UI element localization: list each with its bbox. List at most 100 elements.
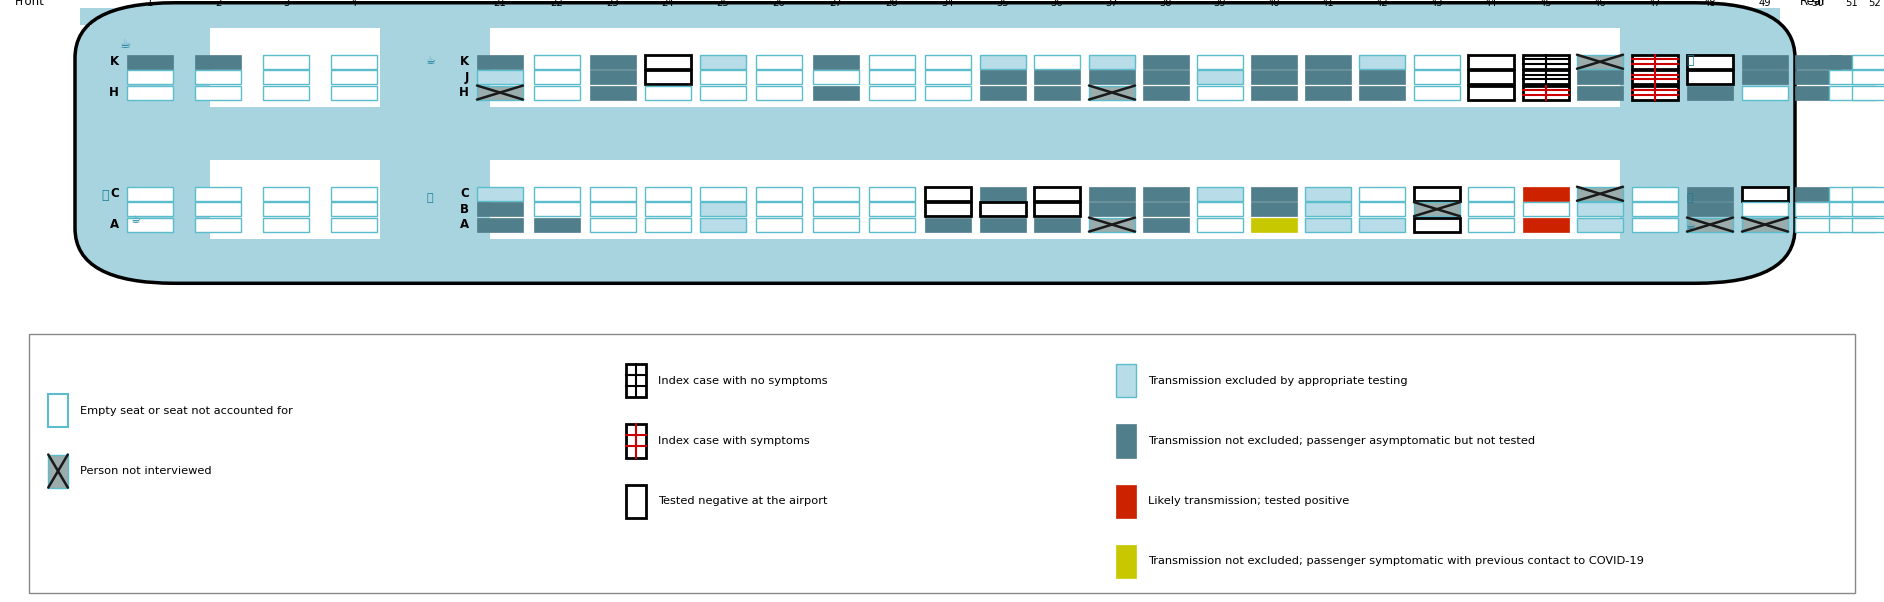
Text: Index case with symptoms: Index case with symptoms [658,436,810,446]
Bar [1358,202,1405,216]
Text: 43: 43 [1430,0,1443,8]
Bar [533,85,580,99]
Bar [264,217,309,232]
Bar [980,217,1027,232]
Bar [814,202,859,216]
Text: 🚻: 🚻 [426,193,433,203]
Bar [1415,55,1460,69]
Bar [126,202,173,216]
Bar [1358,217,1405,232]
Bar [1632,70,1679,84]
Text: Person not interviewed: Person not interviewed [79,466,211,476]
Bar [1743,187,1788,201]
Bar [264,55,309,69]
Bar [1743,70,1788,84]
Bar [533,187,580,201]
Bar [1117,424,1136,458]
Bar [755,70,803,84]
Bar [1522,202,1569,216]
Bar [1196,85,1243,99]
Bar [1306,187,1351,201]
Text: 26: 26 [772,0,786,8]
Bar [1089,187,1134,201]
Bar [925,85,970,99]
Bar [1743,217,1788,232]
Bar [1577,187,1622,201]
Bar [925,187,970,201]
Bar [332,55,377,69]
Bar [49,455,68,488]
Text: ☕: ☕ [426,55,435,66]
Bar [1144,217,1189,232]
Bar [196,217,241,232]
Bar [869,85,916,99]
Bar [755,85,803,99]
Bar [644,187,691,201]
Bar [701,202,746,216]
Text: Empty seat or seat not accounted for: Empty seat or seat not accounted for [79,406,292,416]
Text: 40: 40 [1268,0,1281,8]
Bar [755,202,803,216]
Text: Transmission not excluded; passenger asymptomatic but not tested: Transmission not excluded; passenger asy… [1147,436,1535,446]
Bar [1686,217,1733,232]
Text: 24: 24 [661,0,674,8]
Bar [1117,545,1136,578]
Bar [1522,70,1569,84]
Text: ☕: ☕ [130,215,139,225]
Text: 44: 44 [1485,0,1498,8]
Bar [1795,187,1841,201]
Text: J: J [465,70,469,84]
Bar [1522,187,1569,201]
Bar [196,55,241,69]
Bar [126,85,173,99]
Bar [925,202,970,216]
Bar [644,55,691,69]
Text: C: C [460,187,469,200]
Bar [1468,202,1515,216]
Bar [126,187,173,201]
Bar [1089,202,1134,216]
Bar [1829,217,1875,232]
Bar [477,202,524,216]
Text: 51: 51 [1846,0,1858,8]
Bar [1034,55,1080,69]
Bar [1358,187,1405,201]
Text: A: A [109,218,119,231]
Bar [1251,85,1296,99]
Bar [1468,55,1515,69]
Bar [627,364,646,397]
Bar [1251,70,1296,84]
Bar [1852,85,1884,99]
Bar [590,187,637,201]
Bar [1468,70,1515,84]
Bar [1632,187,1679,201]
Bar [332,70,377,84]
Text: 22: 22 [550,0,563,8]
Bar [264,202,309,216]
Bar [1144,202,1189,216]
Bar [121,14,1741,25]
Text: 35: 35 [997,0,1010,8]
Bar [1632,55,1679,69]
Bar [477,70,524,84]
Bar [1358,70,1405,84]
Bar [1089,85,1134,99]
Bar [1034,202,1080,216]
Bar [701,55,746,69]
Text: H: H [109,86,119,99]
Bar [332,217,377,232]
Bar [814,187,859,201]
Bar [869,55,916,69]
Text: 38: 38 [1161,0,1172,8]
Bar [1117,364,1136,397]
Bar [1117,485,1136,518]
Bar [814,70,859,84]
Bar [1852,55,1884,69]
Bar [1196,187,1243,201]
Bar [533,217,580,232]
Bar [1196,202,1243,216]
Bar [1743,55,1788,69]
Text: 49: 49 [1758,0,1771,8]
Bar [1852,217,1884,232]
Text: B: B [460,203,469,216]
